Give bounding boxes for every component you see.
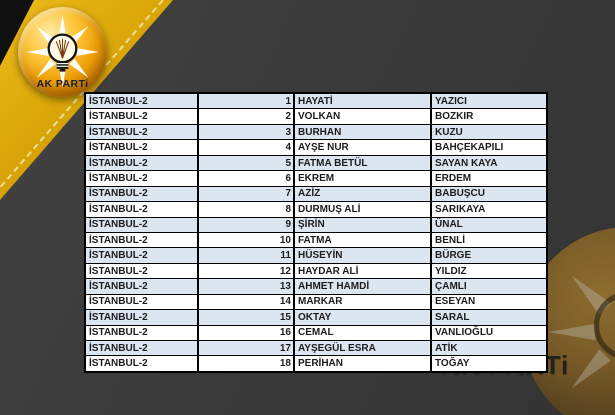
cell-district: İSTANBUL-2 xyxy=(84,231,199,249)
cell-rank: 15 xyxy=(197,309,295,326)
table-row: İSTANBUL-2 7 AZİZ BABUŞCU xyxy=(84,185,548,203)
cell-first-name: HAYATİ xyxy=(293,92,432,110)
table-row: İSTANBUL-2 13 AHMET HAMDİ ÇAMLI xyxy=(84,278,548,295)
ak-parti-logo: AK PARTi xyxy=(18,7,107,97)
cell-last-name: SARAL xyxy=(430,309,548,326)
cell-district: İSTANBUL-2 xyxy=(84,355,199,373)
cell-rank: 1 xyxy=(197,92,295,110)
table-row: İSTANBUL-2 4 AYŞE NUR BAHÇEKAPILI xyxy=(84,139,548,156)
cell-last-name: BÜRGE xyxy=(430,247,548,264)
lightbulb-starburst-icon xyxy=(26,14,99,88)
cell-district: İSTANBUL-2 xyxy=(84,216,199,233)
cell-district: İSTANBUL-2 xyxy=(84,139,199,156)
cell-last-name: VANLIOĞLU xyxy=(430,324,548,342)
cell-first-name: VOLKAN xyxy=(293,108,432,125)
table-row: İSTANBUL-2 11 HÜSEYİN BÜRGE xyxy=(84,247,548,264)
cell-last-name: ERDEM xyxy=(430,170,548,187)
cell-last-name: BOZKIR xyxy=(430,108,548,125)
cell-last-name: BAHÇEKAPILI xyxy=(430,139,548,156)
cell-first-name: AHMET HAMDİ xyxy=(293,278,432,295)
cell-district: İSTANBUL-2 xyxy=(84,262,199,280)
cell-rank: 4 xyxy=(197,139,295,156)
cell-last-name: ATİK xyxy=(430,340,548,357)
cell-rank: 9 xyxy=(197,216,295,233)
cell-last-name: TOĞAY xyxy=(430,355,548,373)
cell-last-name: YILDIZ xyxy=(430,262,548,280)
table-row: İSTANBUL-2 12 HAYDAR ALİ YILDIZ xyxy=(84,262,548,280)
cell-district: İSTANBUL-2 xyxy=(84,185,199,203)
cell-district: İSTANBUL-2 xyxy=(84,278,199,295)
cell-district: İSTANBUL-2 xyxy=(84,92,199,110)
cell-last-name: BENLİ xyxy=(430,231,548,249)
cell-rank: 10 xyxy=(197,231,295,249)
cell-rank: 17 xyxy=(197,340,295,357)
cell-rank: 13 xyxy=(197,278,295,295)
cell-rank: 3 xyxy=(197,123,295,141)
table-row: İSTANBUL-2 2 VOLKAN BOZKIR xyxy=(84,108,548,125)
table-row: İSTANBUL-2 6 EKREM ERDEM xyxy=(84,170,548,187)
cell-district: İSTANBUL-2 xyxy=(84,309,199,326)
cell-rank: 11 xyxy=(197,247,295,264)
table-row: İSTANBUL-2 5 FATMA BETÜL SAYAN KAYA xyxy=(84,154,548,172)
cell-district: İSTANBUL-2 xyxy=(84,123,199,141)
cell-rank: 14 xyxy=(197,293,295,311)
watermark-starburst-icon xyxy=(548,275,615,389)
cell-rank: 6 xyxy=(197,170,295,187)
cell-last-name: BABUŞCU xyxy=(430,185,548,203)
table-row: İSTANBUL-2 1 HAYATİ YAZICI xyxy=(84,92,548,110)
cell-last-name: YAZICI xyxy=(430,92,548,110)
table-row: İSTANBUL-2 9 ŞİRİN ÜNAL xyxy=(84,216,548,233)
cell-district: İSTANBUL-2 xyxy=(84,154,199,172)
cell-last-name: ÇAMLI xyxy=(430,278,548,295)
cell-last-name: KUZU xyxy=(430,123,548,141)
cell-first-name: DURMUŞ ALİ xyxy=(293,201,432,218)
cell-district: İSTANBUL-2 xyxy=(84,108,199,125)
table-row: İSTANBUL-2 8 DURMUŞ ALİ SARIKAYA xyxy=(84,201,548,218)
cell-last-name: ESEYAN xyxy=(430,293,548,311)
cell-last-name: ÜNAL xyxy=(430,216,548,233)
candidate-table-body: İSTANBUL-2 1 HAYATİ YAZICI İSTANBUL-2 2 VOLKAN… xyxy=(84,92,548,373)
cell-rank: 7 xyxy=(197,185,295,203)
cell-district: İSTANBUL-2 xyxy=(84,293,199,311)
cell-first-name: AZİZ xyxy=(293,185,432,203)
cell-rank: 18 xyxy=(197,355,295,373)
cell-last-name: SARIKAYA xyxy=(430,201,548,218)
table-row: İSTANBUL-2 18 PERİHAN TOĞAY xyxy=(84,355,548,373)
cell-first-name: ŞİRİN xyxy=(293,216,432,233)
table-row: İSTANBUL-2 10 FATMA BENLİ xyxy=(84,231,548,249)
cell-rank: 12 xyxy=(197,262,295,280)
cell-rank: 16 xyxy=(197,324,295,342)
cell-district: İSTANBUL-2 xyxy=(84,170,199,187)
cell-first-name: EKREM xyxy=(293,170,432,187)
table-row: İSTANBUL-2 3 BURHAN KUZU xyxy=(84,123,548,141)
cell-first-name: HÜSEYİN xyxy=(293,247,432,264)
cell-last-name: SAYAN KAYA xyxy=(430,154,548,172)
cell-first-name: AYŞE NUR xyxy=(293,139,432,156)
cell-first-name: PERİHAN xyxy=(293,355,432,373)
cell-first-name: HAYDAR ALİ xyxy=(293,262,432,280)
cell-rank: 8 xyxy=(197,201,295,218)
cell-district: İSTANBUL-2 xyxy=(84,247,199,264)
table-row: İSTANBUL-2 17 AYŞEGÜL ESRA ATİK xyxy=(84,340,548,357)
candidate-table: İSTANBUL-2 1 HAYATİ YAZICI İSTANBUL-2 2 VOLKAN… xyxy=(84,92,548,373)
cell-first-name: FATMA BETÜL xyxy=(293,154,432,172)
table-row: İSTANBUL-2 16 CEMAL VANLIOĞLU xyxy=(84,324,548,342)
cell-first-name: CEMAL xyxy=(293,324,432,342)
table-row: İSTANBUL-2 15 OKTAY SARAL xyxy=(84,309,548,326)
cell-first-name: FATMA xyxy=(293,231,432,249)
cell-first-name: BURHAN xyxy=(293,123,432,141)
cell-district: İSTANBUL-2 xyxy=(84,324,199,342)
table-row: İSTANBUL-2 14 MARKAR ESEYAN xyxy=(84,293,548,311)
logo-wordmark: AK PARTi xyxy=(36,78,89,90)
cell-rank: 5 xyxy=(197,154,295,172)
cell-first-name: AYŞEGÜL ESRA xyxy=(293,340,432,357)
cell-district: İSTANBUL-2 xyxy=(84,340,199,357)
cell-district: İSTANBUL-2 xyxy=(84,201,199,218)
cell-rank: 2 xyxy=(197,108,295,125)
cell-first-name: MARKAR xyxy=(293,293,432,311)
cell-first-name: OKTAY xyxy=(293,309,432,326)
